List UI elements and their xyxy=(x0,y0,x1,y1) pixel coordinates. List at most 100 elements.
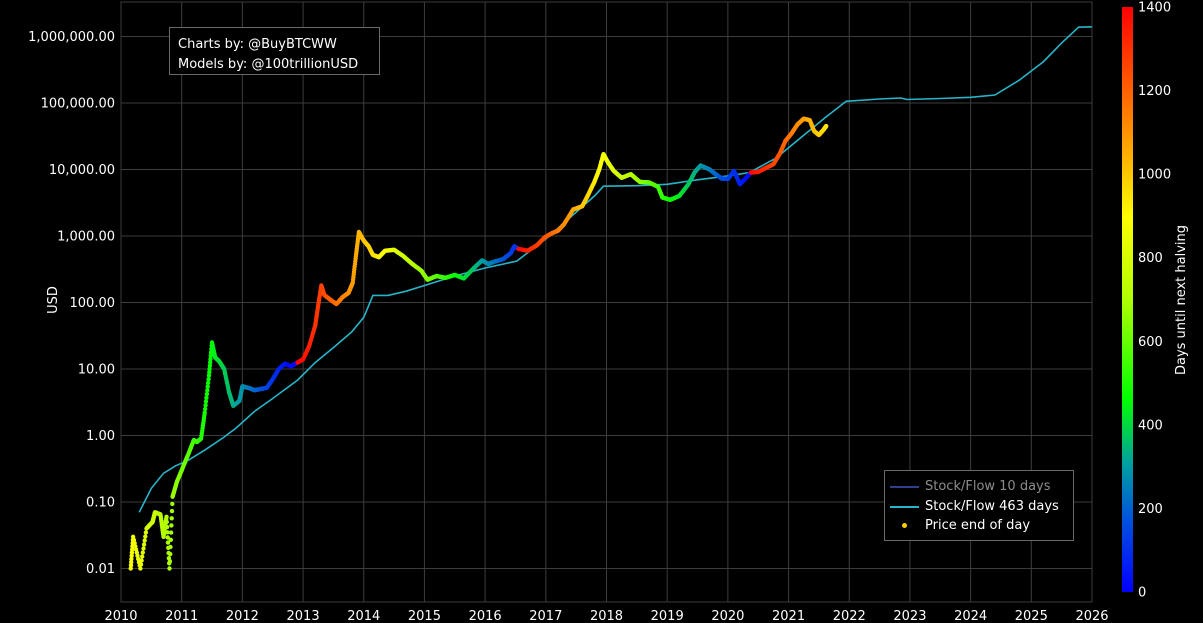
credits-models-by: Models by: @100trillionUSD xyxy=(178,57,359,72)
stock-flow-line xyxy=(138,26,1093,513)
price-point xyxy=(164,519,169,525)
x-tick-label: 2018 xyxy=(590,609,623,623)
colorbar-tick-label: 600 xyxy=(1138,335,1163,350)
price-point xyxy=(207,366,212,372)
y-axis: 0.01 0.10 1.00 10.00 100.00 1,000.00 10,000.00… xyxy=(28,30,115,577)
price-point xyxy=(143,534,148,539)
price-points xyxy=(128,116,829,571)
price-point xyxy=(205,388,210,393)
price-point xyxy=(140,550,145,555)
price-point xyxy=(207,370,212,375)
legend-item-stock-flow-10[interactable]: Stock/Flow 10 days xyxy=(885,477,1073,497)
x-tick-label: 2015 xyxy=(408,609,441,623)
price-point xyxy=(202,410,207,415)
price-point xyxy=(167,559,173,564)
colorbar-tick-label: 200 xyxy=(1138,502,1163,517)
y-tick-label: 1,000,000.00 xyxy=(28,30,115,45)
x-axis: 2010 2011 2012 2013 2014 2015 2016 2017 2018 2019… xyxy=(104,609,1108,623)
legend-label: Price end of day xyxy=(925,518,1031,533)
price-point xyxy=(207,363,213,368)
colorbar-ticks: 0 200 400 600 800 1000 1200 1400 xyxy=(1138,1,1171,601)
price-point xyxy=(138,566,143,571)
credits-box: Charts by: @BuyBTCWW Models by: @100tril… xyxy=(169,27,380,75)
plot-frame xyxy=(120,1,1093,603)
price-point xyxy=(139,558,144,563)
y-tick-label: 100,000.00 xyxy=(41,97,115,112)
price-point xyxy=(208,356,213,362)
x-tick-label: 2013 xyxy=(287,609,320,623)
price-point xyxy=(140,554,145,559)
colorbar-tick-label: 400 xyxy=(1138,418,1163,433)
price-point xyxy=(167,566,172,571)
colorbar-tick-label: 800 xyxy=(1138,251,1163,266)
price-point xyxy=(206,377,211,382)
legend-swatch-line-icon xyxy=(890,505,919,508)
price-point xyxy=(129,560,134,565)
price-point xyxy=(168,530,174,535)
price-point xyxy=(165,535,170,540)
y-tick-label: 0.10 xyxy=(86,496,115,511)
x-tick-label: 2021 xyxy=(772,609,805,623)
colorbar-tick-label: 0 xyxy=(1138,586,1146,601)
y-axis-label: USD xyxy=(46,286,61,314)
price-point xyxy=(824,123,829,129)
x-tick-label: 2017 xyxy=(529,609,562,623)
y-tick-label: 0.01 xyxy=(86,562,115,577)
x-tick-label: 2020 xyxy=(711,609,744,623)
price-point xyxy=(208,360,213,365)
x-tick-label: 2026 xyxy=(1075,609,1108,623)
y-tick-label: 1,000.00 xyxy=(57,230,115,245)
y-tick-label: 1.00 xyxy=(86,429,115,444)
price-point xyxy=(168,551,173,557)
price-point xyxy=(169,523,174,528)
price-point xyxy=(142,538,147,543)
price-point xyxy=(170,501,175,507)
price-point xyxy=(204,391,210,397)
stock-flow-463-line xyxy=(138,26,1093,513)
y-tick-label: 10.00 xyxy=(78,363,115,378)
x-tick-label: 2010 xyxy=(104,609,137,623)
colorbar-tick-label: 1400 xyxy=(1138,1,1171,16)
price-point xyxy=(143,530,149,535)
x-tick-label: 2023 xyxy=(893,609,926,623)
price-point xyxy=(208,353,213,358)
x-tick-label: 2025 xyxy=(1015,609,1048,623)
price-point xyxy=(130,547,135,552)
price-point xyxy=(203,406,208,412)
price-point xyxy=(129,553,134,558)
price-point xyxy=(165,540,171,545)
price-point xyxy=(165,530,170,535)
price-point xyxy=(164,524,170,530)
x-tick-label: 2011 xyxy=(165,609,198,623)
colorbar xyxy=(1122,7,1133,592)
price-point xyxy=(203,399,209,404)
credits-charts-by: Charts by: @BuyBTCWW xyxy=(178,37,337,52)
price-point xyxy=(168,544,173,550)
price-point xyxy=(203,403,208,408)
price-point xyxy=(169,508,175,514)
legend-swatch-line-icon xyxy=(890,486,919,488)
x-tick-label: 2022 xyxy=(833,609,866,623)
price-point xyxy=(141,546,146,551)
y-tick-label: 100.00 xyxy=(70,296,116,311)
x-tick-label: 2016 xyxy=(469,609,502,623)
price-point xyxy=(205,380,211,386)
colorbar-tick-label: 1200 xyxy=(1138,84,1171,99)
price-point xyxy=(138,562,144,567)
legend-item-stock-flow-463[interactable]: Stock/Flow 463 days xyxy=(885,497,1073,517)
price-point xyxy=(206,373,212,378)
legend-label: Stock/Flow 10 days xyxy=(925,479,1051,494)
x-tick-label: 2012 xyxy=(226,609,259,623)
price-point xyxy=(128,566,133,571)
x-tick-label: 2024 xyxy=(954,609,987,623)
x-tick-label: 2014 xyxy=(347,609,380,623)
x-tick-label: 2019 xyxy=(651,609,684,623)
price-point xyxy=(169,516,174,521)
price-point xyxy=(129,556,134,562)
price-point xyxy=(204,395,209,400)
legend-swatch-dot-icon xyxy=(902,523,907,528)
legend-item-price[interactable]: Price end of day xyxy=(885,516,1073,536)
price-point xyxy=(168,537,173,542)
price-point xyxy=(205,384,210,389)
